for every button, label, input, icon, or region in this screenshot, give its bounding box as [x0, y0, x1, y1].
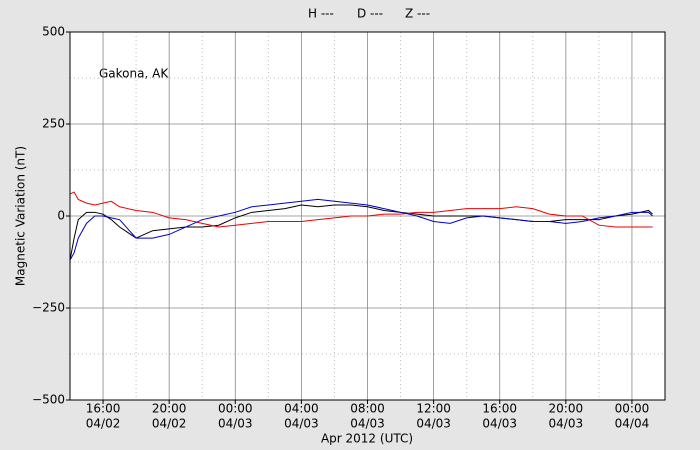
x-tick-label: 20:00 — [549, 402, 584, 416]
x-tick-label: 20:00 — [152, 402, 187, 416]
x-tick-label: 04/03 — [218, 417, 253, 431]
legend-entry: D --- — [357, 7, 383, 21]
x-tick-label: 04/04 — [615, 417, 650, 431]
x-tick-label: 12:00 — [416, 402, 451, 416]
plot-frame — [69, 31, 666, 401]
x-tick-label: 08:00 — [350, 402, 385, 416]
x-tick-label: 16:00 — [482, 402, 517, 416]
y-tick-label: −500 — [32, 393, 65, 407]
x-tick-label: 16:00 — [86, 402, 121, 416]
y-tick-label: −250 — [32, 301, 65, 315]
series-line — [69, 204, 653, 261]
legend-entry: Z --- — [405, 7, 430, 21]
x-tick-label: 04/03 — [350, 417, 385, 431]
x-tick-label: 04/02 — [86, 417, 121, 431]
x-tick-label: 04:00 — [284, 402, 319, 416]
x-tick-label: 04/03 — [482, 417, 517, 431]
y-tick-label: 0 — [57, 209, 65, 223]
x-tick-label: 00:00 — [218, 402, 253, 416]
x-tick-label: 04/03 — [284, 417, 319, 431]
y-axis-label: Magnetic Variation (nT) — [14, 146, 28, 286]
y-tick-label: 250 — [42, 117, 65, 131]
x-tick-label: 04/03 — [416, 417, 451, 431]
x-axis-label: Apr 2012 (UTC) — [321, 432, 413, 446]
series-line — [69, 198, 653, 261]
legend-entry: H --- — [308, 7, 334, 21]
x-tick-label: 00:00 — [615, 402, 650, 416]
x-tick-label: 04/02 — [152, 417, 187, 431]
x-tick-label: 04/03 — [549, 417, 584, 431]
annotation: Gakona, AK — [99, 67, 169, 81]
y-tick-label: 500 — [42, 25, 65, 39]
series-line — [69, 191, 653, 228]
